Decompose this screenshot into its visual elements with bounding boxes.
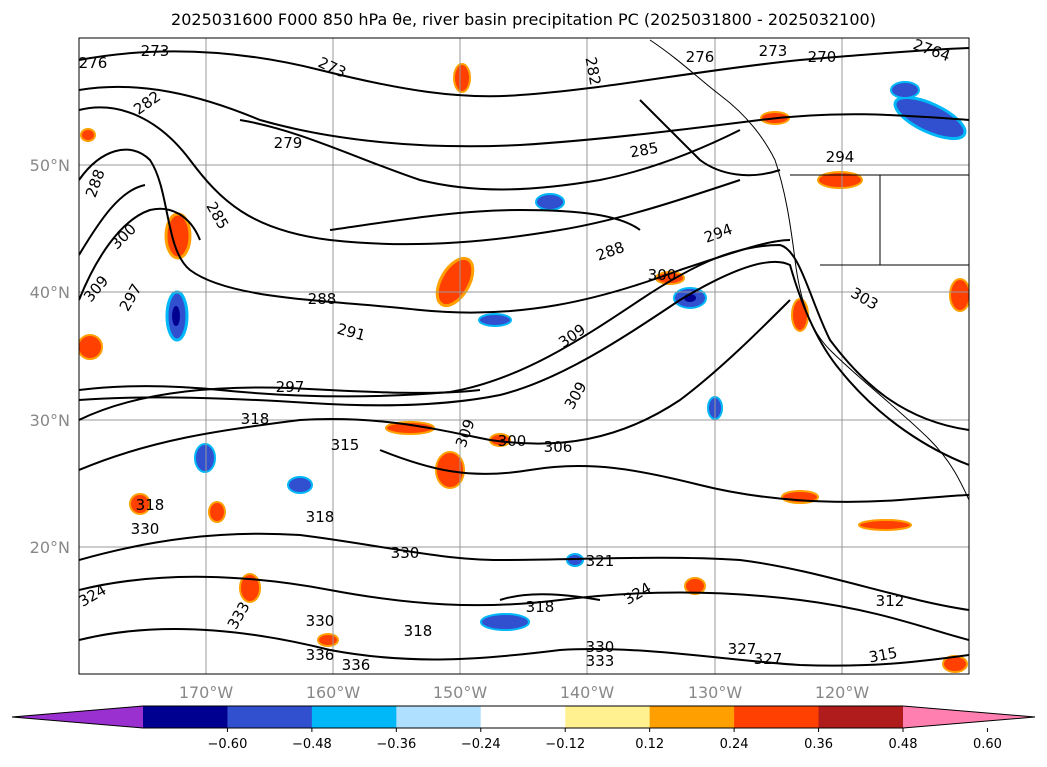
contour-label: 297	[276, 378, 305, 396]
colorbar-tick-label: −0.36	[376, 737, 416, 752]
colorbar-extend-high	[903, 706, 1035, 728]
colorbar-segment	[565, 706, 651, 728]
colorbar-segment	[143, 706, 228, 728]
contour-label: 294	[826, 148, 855, 166]
contour-label: 270	[808, 48, 837, 66]
lon-label-130w: 130°W	[688, 683, 743, 702]
lon-label-170w: 170°W	[179, 683, 234, 702]
theta-e-contours	[79, 47, 969, 667]
map-title: 2025031600 F000 850 hPa θe, river basin …	[171, 10, 876, 29]
map-frame	[78, 37, 970, 675]
colorbar-tick-label: 0.60	[973, 737, 1002, 752]
colorbar-segment	[649, 706, 735, 728]
colorbar-extend-low	[12, 706, 143, 728]
contour-label: 276	[79, 54, 108, 72]
lat-label-30n: 30°N	[30, 411, 70, 430]
contour-label: 276	[686, 48, 715, 66]
contour-label: 315	[867, 644, 898, 667]
contour-label: 306	[544, 438, 573, 456]
contour-label: 336	[306, 646, 335, 664]
contour-label: 318	[136, 496, 165, 514]
lon-label-120w: 120°W	[815, 683, 870, 702]
contour-label: 312	[876, 592, 905, 610]
contour-label: 273	[759, 42, 788, 60]
contour-label: 336	[342, 656, 371, 674]
map-panel	[79, 38, 969, 674]
contour-label: 318	[404, 622, 433, 640]
contour-label: 279	[274, 134, 303, 152]
graticule	[79, 38, 969, 674]
contour-label: 333	[586, 652, 615, 670]
coastline	[649, 39, 969, 501]
colorbar-tick-label: 0.12	[635, 737, 664, 752]
colorbar-segment	[818, 706, 904, 728]
colorbar-tick-label: −0.12	[545, 737, 585, 752]
contour-label: 330	[586, 638, 615, 656]
contour-label: 318	[241, 410, 270, 428]
colorbar-segment	[396, 706, 482, 728]
colorbar: −0.60 −0.48 −0.36 −0.24 −0.12 0.12 0.24 0.36 0.4…	[11, 705, 1036, 752]
colorbar-outline	[11, 705, 1036, 729]
colorbar-segment	[311, 706, 397, 728]
contour-label: 273	[141, 42, 170, 60]
lon-label-160w: 160°W	[306, 683, 361, 702]
lon-label-140w: 140°W	[560, 683, 615, 702]
colorbar-segment	[734, 706, 820, 728]
precip-shading	[79, 63, 969, 673]
lat-label-50n: 50°N	[30, 156, 70, 175]
colorbar-tick-label: −0.60	[208, 737, 248, 752]
contour-label: 321	[586, 552, 615, 570]
colorbar-segment	[480, 706, 566, 728]
colorbar-tick-label: 0.36	[804, 737, 833, 752]
contour-label: 318	[526, 598, 555, 616]
lat-label-20n: 20°N	[30, 538, 70, 557]
contour-label: 330	[391, 544, 420, 562]
contour-label: 327	[754, 650, 783, 668]
contour-label: 315	[331, 436, 360, 454]
contour-label: 285	[628, 139, 659, 162]
colorbar-tick-label: −0.48	[292, 737, 332, 752]
contour-label: 282	[582, 55, 605, 86]
lon-label-150w: 150°W	[433, 683, 488, 702]
contour-label: 330	[306, 612, 335, 630]
contour-label: 288	[308, 290, 337, 308]
contour-label: 300	[498, 432, 527, 450]
contour-label: 330	[131, 520, 160, 538]
contour-label: 327	[728, 640, 757, 658]
contour-label: 318	[306, 508, 335, 526]
lat-label-40n: 40°N	[30, 283, 70, 302]
colorbar-tick-label: 0.24	[720, 737, 749, 752]
colorbar-segment	[227, 706, 313, 728]
colorbar-tick-label: 0.48	[889, 737, 918, 752]
colorbar-tick-label: −0.24	[461, 737, 501, 752]
contour-label: 300	[648, 266, 677, 284]
